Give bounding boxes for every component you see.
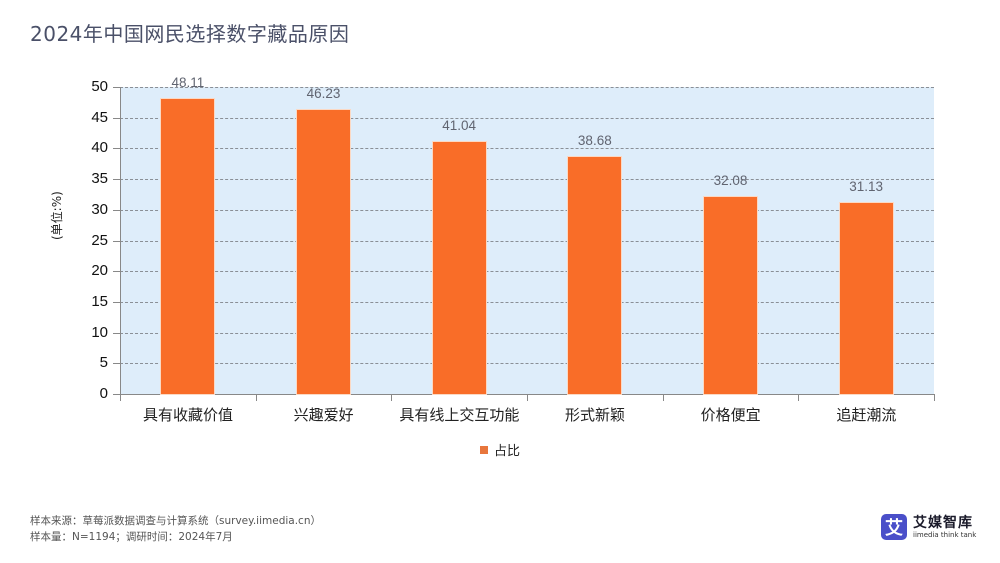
y-tick <box>113 179 120 181</box>
y-tick-label: 50 <box>91 78 108 95</box>
logo-cn-text: 艾媒智库 <box>913 514 973 531</box>
gridline <box>120 117 934 119</box>
gridline <box>120 209 934 211</box>
bar <box>161 98 215 394</box>
y-tick-label: 15 <box>91 292 108 310</box>
bar <box>568 156 622 394</box>
x-category-label: 具有线上交互功能 <box>399 406 520 424</box>
gridline <box>120 271 934 273</box>
y-tick <box>113 363 120 365</box>
bar-value-label: 31.13 <box>849 178 884 194</box>
x-category-label: 兴趣爱好 <box>293 406 354 424</box>
source-note: 样本来源：草莓派数据调查与计算系统（survey.iimedia.cn） <box>30 515 321 527</box>
y-axis-title: (单位:%) <box>50 191 64 240</box>
gridline <box>120 87 934 88</box>
x-tick <box>391 394 392 401</box>
gridline <box>120 148 934 150</box>
legend: 占比 <box>480 440 520 459</box>
x-tick <box>934 394 935 401</box>
y-tick <box>113 332 120 334</box>
gridline <box>120 301 934 303</box>
legend-swatch-icon <box>480 445 488 454</box>
bar <box>839 202 893 394</box>
x-category-label: 具有收藏价值 <box>142 406 233 424</box>
y-tick-label: 20 <box>91 262 108 280</box>
gridline <box>120 363 934 365</box>
x-tick <box>120 394 121 401</box>
x-category-label: 形式新颖 <box>564 406 625 424</box>
x-category-label: 价格便宜 <box>700 406 761 424</box>
gridline <box>120 332 934 334</box>
y-tick-label: 40 <box>91 139 108 157</box>
y-tick <box>113 301 120 303</box>
logo-mark-icon: 艾 <box>881 514 907 540</box>
x-tick <box>798 394 799 401</box>
y-tick <box>113 117 120 119</box>
x-category-label: 追赶潮流 <box>836 406 897 424</box>
sample-note: 样本量：N=1194；调研时间：2024年7月 <box>30 531 233 543</box>
bar-value-label: 38.68 <box>577 132 612 148</box>
plot-area <box>120 87 934 394</box>
x-tick <box>663 394 664 401</box>
y-tick-label: 25 <box>91 231 108 249</box>
bar-value-label: 46.23 <box>306 86 341 102</box>
y-tick-label: 0 <box>99 385 108 402</box>
iimedia-logo: 艾 艾媒智库 iimedia think tank <box>881 514 976 540</box>
y-tick <box>113 271 120 273</box>
gridline <box>120 179 934 181</box>
y-tick-label: 10 <box>91 323 108 341</box>
y-tick <box>113 394 120 395</box>
chart-title: 2024年中国网民选择数字藏品原因 <box>30 22 350 46</box>
x-tick <box>256 394 257 401</box>
bar <box>432 142 486 394</box>
legend-label: 占比 <box>494 444 521 459</box>
bar <box>297 110 350 394</box>
gridline <box>120 240 934 242</box>
logo-en-text: iimedia think tank <box>913 530 977 539</box>
y-tick-label: 35 <box>91 170 108 188</box>
bar-value-label: 41.04 <box>442 118 477 133</box>
y-tick-label: 30 <box>91 200 108 218</box>
x-tick <box>527 394 528 401</box>
bar <box>704 197 757 394</box>
y-tick <box>113 209 120 211</box>
y-tick <box>113 148 120 150</box>
bar-value-label: 32.08 <box>713 173 748 189</box>
footer-notes: 样本来源：草莓派数据调查与计算系统（survey.iimedia.cn） 样本量… <box>30 513 321 545</box>
y-tick-label: 5 <box>99 354 108 372</box>
y-axis <box>120 87 121 395</box>
y-tick <box>113 87 120 88</box>
y-tick <box>113 240 120 242</box>
bar-value-label: 48.11 <box>171 74 205 90</box>
y-tick-label: 45 <box>91 108 108 126</box>
